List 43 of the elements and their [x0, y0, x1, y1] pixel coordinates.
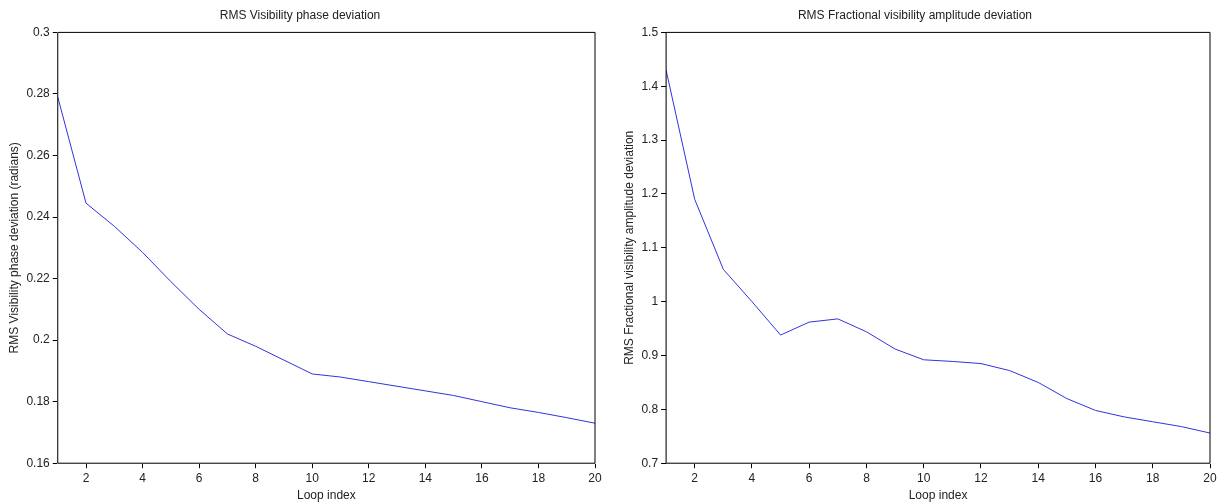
y-tick-label: 0.24: [26, 209, 51, 224]
y-tick-label: 1.5: [641, 24, 659, 39]
x-tick-label: 16: [1088, 470, 1103, 485]
y-tick-label: 1.4: [641, 78, 659, 93]
y-tick-label: 0.28: [26, 86, 51, 101]
y-tick-label: 0.7: [641, 455, 659, 470]
x-tick-label: 8: [863, 470, 871, 485]
y-tick-label: 0.9: [641, 347, 659, 362]
x-tick-label: 20: [588, 470, 602, 485]
x-tick-label: 8: [252, 470, 260, 485]
x-tick-label: 4: [748, 470, 756, 485]
x-tick-label: 18: [531, 470, 546, 485]
x-tick-label: 6: [195, 470, 203, 485]
x-tick-label: 6: [805, 470, 813, 485]
x-axis-title: Loop index: [908, 488, 968, 503]
x-tick-label: 14: [418, 470, 433, 485]
y-tick-label: 0.2: [33, 332, 51, 347]
x-tick-label: 4: [139, 470, 147, 485]
y-tick-label: 1.3: [641, 132, 659, 147]
x-tick-label: 2: [691, 470, 699, 485]
y-tick-label: 0.8: [641, 401, 659, 416]
x-tick-label: 18: [1146, 470, 1160, 485]
chart-title: RMS Fractional visibility amplitude deviation: [797, 7, 1033, 22]
x-axis-title: Loop index: [297, 488, 356, 503]
y-tick-label: 1.2: [641, 186, 659, 201]
chart-title: RMS Visibility phase deviation: [219, 7, 381, 22]
y-tick-label: 0.16: [26, 455, 51, 470]
x-tick-label: 16: [475, 470, 489, 485]
x-tick-label: 2: [82, 470, 90, 485]
x-tick-label: 10: [305, 470, 320, 485]
y-tick-label: 0.26: [26, 147, 51, 162]
x-tick-label: 20: [1203, 470, 1217, 485]
y-axis-title: RMS Fractional visibility amplitude deviation: [621, 130, 636, 365]
y-tick-label: 0.3: [33, 24, 51, 39]
y-tick-label: 1: [651, 293, 659, 308]
y-tick-label: 0.18: [26, 393, 51, 408]
y-tick-label: 0.22: [26, 270, 51, 285]
x-tick-label: 10: [917, 470, 931, 485]
x-tick-label: 14: [1031, 470, 1046, 485]
y-axis-title: RMS Visibility phase deviation (radians): [6, 142, 21, 354]
y-tick-label: 1.1: [641, 240, 659, 255]
x-tick-label: 12: [974, 470, 988, 485]
x-tick-label: 12: [362, 470, 376, 485]
